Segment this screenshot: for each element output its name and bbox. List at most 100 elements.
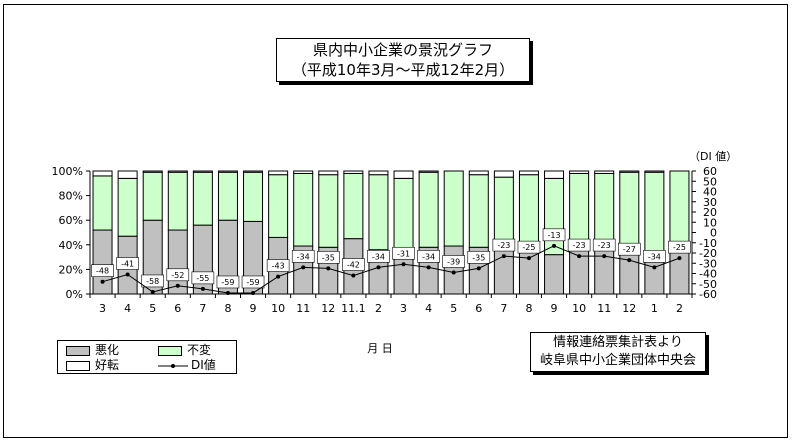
bar-unchanged <box>594 172 615 249</box>
bar-unchanged <box>217 171 238 221</box>
bar-better <box>217 170 238 173</box>
bar-worse <box>669 246 690 295</box>
di-label-box <box>342 258 365 271</box>
di-label: -48 <box>96 267 109 276</box>
di-point <box>627 258 632 263</box>
y-tick-label-right: 40 <box>703 186 717 199</box>
di-label: -23 <box>598 241 611 250</box>
di-point <box>125 272 130 277</box>
x-tick-label: 4 <box>124 302 131 315</box>
legend: 悪化 不変 好転 DI値 <box>57 340 237 374</box>
di-label: -43 <box>272 262 285 271</box>
y-tick-label-left: 40% <box>59 239 83 252</box>
di-label-box <box>241 275 265 289</box>
y2-axis-label: （DI 値） <box>689 150 737 163</box>
bar-better <box>393 170 414 179</box>
di-point <box>526 256 531 261</box>
y-tick-label-right: -40 <box>699 268 717 281</box>
di-label-box <box>316 251 340 264</box>
bar-unchanged <box>468 174 489 248</box>
y-tick-label-right: -20 <box>699 247 717 260</box>
y-tick-label-right: -30 <box>699 257 717 270</box>
y-tick-label-right: 10 <box>703 216 717 229</box>
bar-worse <box>619 250 640 295</box>
di-point <box>677 256 682 261</box>
x-tick-label: 2 <box>375 302 382 315</box>
di-label: -34 <box>372 252 385 261</box>
bar-unchanged <box>268 174 289 238</box>
legend-item-worse: 悪化 <box>66 342 119 358</box>
di-point <box>426 265 431 270</box>
bar-unchanged <box>117 177 138 237</box>
x-tick-label: 11 <box>296 302 310 315</box>
di-label: -27 <box>623 245 636 254</box>
di-label-box <box>517 240 541 254</box>
y-tick-label-left: 100% <box>52 165 83 178</box>
di-point <box>476 266 481 271</box>
di-label-box <box>643 250 666 263</box>
legend-item-di: DI値 <box>158 357 216 373</box>
y-tick-label-right: -60 <box>699 288 717 301</box>
di-point <box>276 274 281 279</box>
di-point <box>326 266 331 271</box>
di-label: -31 <box>397 249 410 258</box>
title-line-1: 県内中小企業の景況グラフ <box>312 41 493 59</box>
x-tick-label: 11 <box>597 302 611 315</box>
di-label: -34 <box>422 252 435 261</box>
bar-better <box>594 170 615 174</box>
di-label: -25 <box>673 243 686 252</box>
di-point <box>376 265 381 270</box>
di-label: -39 <box>447 257 460 266</box>
chart-frame <box>3 4 788 438</box>
di-label-box <box>266 259 290 272</box>
bar-unchanged <box>167 171 188 231</box>
di-label-box <box>166 268 190 282</box>
di-label-box <box>116 257 139 270</box>
di-label-box <box>91 264 114 278</box>
bar-better <box>569 170 590 174</box>
bar-better <box>192 170 213 173</box>
di-label-box <box>567 238 591 252</box>
bar-better <box>293 170 314 174</box>
bar-better <box>92 170 113 177</box>
legend-item-better: 好転 <box>66 357 119 373</box>
di-label-box <box>668 240 691 254</box>
source-line-2: 岐阜県中小企業団体中央会 <box>539 353 696 368</box>
x-tick-label: 6 <box>174 302 181 315</box>
x-tick-label: 10 <box>572 302 586 315</box>
legend-swatch-worse <box>66 345 90 356</box>
bar-worse <box>544 254 565 295</box>
legend-line-di <box>158 363 188 368</box>
bar-unchanged <box>192 171 213 226</box>
di-label-box <box>392 246 415 260</box>
legend-swatch-better <box>66 360 90 371</box>
di-label: -34 <box>297 252 310 261</box>
bar-better <box>368 170 389 176</box>
x-tick-label: 2 <box>676 302 683 315</box>
di-label: -59 <box>221 278 234 287</box>
di-point <box>150 289 155 294</box>
bar-unchanged <box>343 172 364 240</box>
title-line-2: （平成10年3月～平成12年2月） <box>291 61 515 79</box>
y-tick-label-right: 50 <box>703 175 717 188</box>
bar-better <box>142 170 163 173</box>
x-tick-label: 12 <box>321 302 335 315</box>
legend-label-unchanged: 不変 <box>187 343 212 357</box>
bar-unchanged <box>368 174 389 251</box>
y-tick-label-left: 60% <box>59 214 83 227</box>
y-tick-label-right: 20 <box>703 206 717 219</box>
bar-better <box>518 170 539 176</box>
legend-label-better: 好転 <box>95 358 120 372</box>
di-point <box>251 290 256 295</box>
chart-title: 県内中小企業の景況グラフ （平成10年3月～平成12年2月） <box>276 38 530 82</box>
x-tick-label: 1 <box>651 302 658 315</box>
x-tick-label: 9 <box>250 302 257 315</box>
y-tick-label-right: 0 <box>710 227 717 240</box>
di-label: -35 <box>472 253 485 262</box>
di-label: -41 <box>121 260 134 269</box>
di-point <box>652 265 657 270</box>
bar-unchanged <box>418 171 439 248</box>
x-tick-label: 3 <box>400 302 407 315</box>
x-tick-label: 8 <box>224 302 231 315</box>
